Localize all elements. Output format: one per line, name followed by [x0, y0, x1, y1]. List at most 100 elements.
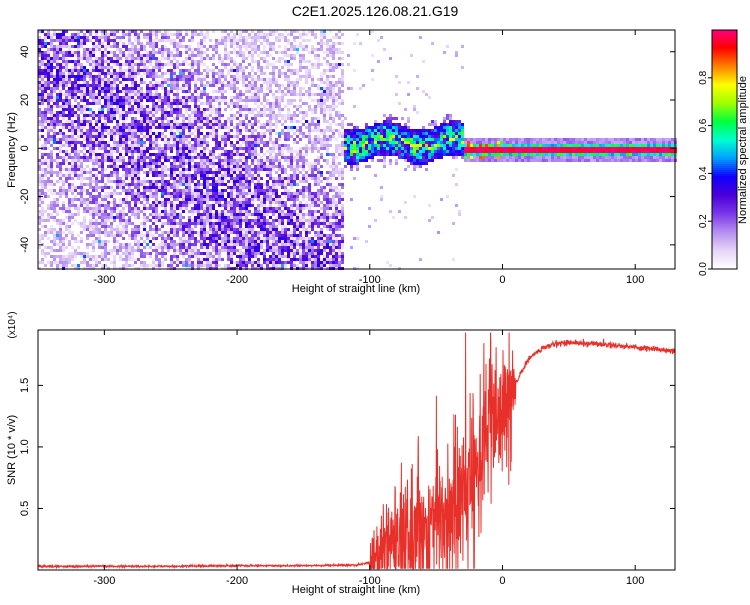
spectrogram-cell: [173, 48, 176, 51]
spectrogram-cell: [254, 198, 257, 201]
spectrogram-cell: [92, 216, 95, 219]
spectrogram-cell: [137, 156, 140, 159]
spectrogram-cell: [68, 171, 71, 174]
spectrogram-cell: [74, 111, 77, 114]
spectrogram-cell: [179, 252, 182, 255]
spectrogram-cell: [248, 45, 251, 48]
spectrogram-cell: [131, 78, 134, 81]
spectrogram-cell: [230, 81, 233, 84]
spectrogram-cell: [230, 60, 233, 63]
spectrogram-cell: [62, 156, 65, 159]
spectrogram-cell: [53, 57, 56, 60]
spectrogram-cell: [200, 195, 203, 198]
spectrogram-cell: [203, 225, 206, 228]
spectrogram-cell: [284, 159, 287, 162]
spectrogram-cell: [131, 108, 134, 111]
spectrogram-cell: [143, 159, 146, 162]
spectrogram-cell: [266, 165, 269, 168]
spectrogram-cell: [251, 249, 254, 252]
spectrogram-cell: [266, 243, 269, 246]
spectrogram-cell: [86, 30, 89, 33]
spectrogram-cell: [164, 258, 167, 261]
spectrogram-cell: [197, 192, 200, 195]
spectrogram-cell: [245, 213, 248, 216]
spectrogram-cell: [257, 189, 260, 192]
spectrogram-cell: [56, 120, 59, 123]
spectrogram-cell: [233, 228, 236, 231]
spectrogram-cell: [173, 207, 176, 210]
spectrogram-cell: [224, 48, 227, 51]
spectrogram-cell: [266, 144, 269, 147]
spectrogram-cell: [65, 258, 68, 261]
spectrogram-cell: [158, 201, 161, 204]
spectrogram-cell: [80, 192, 83, 195]
spectrogram-cell: [128, 102, 131, 105]
spectrogram-cell: [86, 60, 89, 63]
spectrogram-cell: [68, 243, 71, 246]
spectrogram-cell: [287, 177, 290, 180]
spectrogram-cell: [152, 171, 155, 174]
spectrogram-cell: [176, 78, 179, 81]
spectrogram-cell: [95, 69, 98, 72]
spectrogram-cell: [71, 246, 74, 249]
spectrogram-cell: [149, 33, 152, 36]
spectrogram-cell: [254, 264, 257, 267]
spectrogram-cell: [98, 195, 101, 198]
spectrogram-cell: [266, 258, 269, 261]
spectrogram-cell: [113, 51, 116, 54]
spectrogram-cell: [275, 138, 278, 141]
spectrogram-cell: [62, 246, 65, 249]
spectrogram-cell: [206, 192, 209, 195]
spectrogram-cell: [41, 210, 44, 213]
spectrogram-cell: [65, 150, 68, 153]
spectrogram-cell: [143, 63, 146, 66]
spectrogram-cell: [56, 78, 59, 81]
spectrogram-cell: [173, 138, 176, 141]
spectrogram-cell: [44, 57, 47, 60]
spectrogram-cell: [266, 225, 269, 228]
spectrogram-cell: [104, 204, 107, 207]
spectrogram-cell: [233, 150, 236, 153]
spectrogram-cell: [218, 177, 221, 180]
spectrogram-cell: [179, 180, 182, 183]
spectrogram-cell: [185, 159, 188, 162]
spectrogram-cell: [38, 213, 41, 216]
spectrogram-cell: [191, 75, 194, 78]
spectrogram-cell: [125, 171, 128, 174]
spectrogram-cell: [254, 120, 257, 123]
spectrogram-cell: [215, 192, 218, 195]
spectrogram-cell: [104, 45, 107, 48]
spectrogram-cell: [41, 252, 44, 255]
spectrogram-cell: [161, 132, 164, 135]
spectrogram-cell: [77, 36, 80, 39]
spectrogram-cell: [110, 108, 113, 111]
spectrogram-cell: [101, 123, 104, 126]
spectrogram-cell: [230, 201, 233, 204]
spectrogram-cell: [44, 162, 47, 165]
spectrogram-cell: [80, 45, 83, 48]
spectrogram-cell: [131, 138, 134, 141]
spectrogram-cell: [131, 75, 134, 78]
spectrogram-cell: [227, 225, 230, 228]
spectrogram-cell: [104, 156, 107, 159]
spectrogram-cell: [185, 99, 188, 102]
spectrogram-cell: [50, 153, 53, 156]
spectrogram-cell: [263, 183, 266, 186]
spectrogram-cell: [59, 264, 62, 267]
spectrogram-cell: [104, 258, 107, 261]
spectrogram-cell: [146, 84, 149, 87]
spectrogram-cell: [272, 78, 275, 81]
spectrogram-cell: [161, 180, 164, 183]
spectrogram-cell: [152, 123, 155, 126]
spectrogram-cell: [200, 138, 203, 141]
spectrogram-cell: [176, 138, 179, 141]
spectrogram-cell: [152, 39, 155, 42]
spectrogram-cell: [206, 30, 209, 33]
spectrogram-cell: [260, 33, 263, 36]
spectrogram-cell: [194, 264, 197, 267]
spectrogram-cell: [281, 264, 284, 267]
spectrogram-cell: [143, 33, 146, 36]
spectrogram-cell: [260, 237, 263, 240]
spectrogram-cell: [119, 66, 122, 69]
